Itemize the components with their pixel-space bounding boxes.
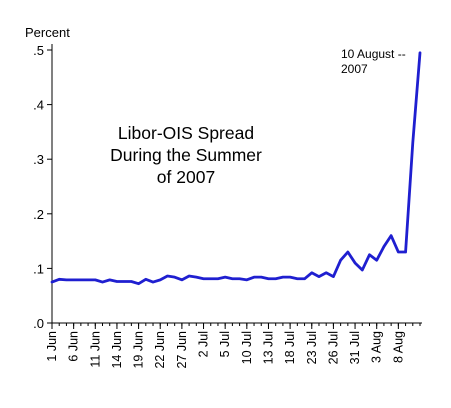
x-tick-label: 27 Jun xyxy=(175,331,189,369)
y-tick-label: .4 xyxy=(33,98,44,113)
x-tick-label: 22 Jun xyxy=(153,331,167,369)
x-tick-label: 13 Jul xyxy=(261,331,275,364)
x-tick-label: 11 Jun xyxy=(88,331,102,368)
y-axis: .0 .1 .2 .3 .4 .5 xyxy=(33,43,53,331)
x-tick-label: 5 Jul xyxy=(218,331,232,357)
x-tick-label: 14 Jun xyxy=(110,331,124,369)
x-tick-label: 6 Jun xyxy=(67,331,81,362)
y-tick-label: .0 xyxy=(33,316,44,331)
chart-title-line: During the Summer xyxy=(110,145,262,165)
x-axis: 1 Jun 6 Jun 11 Jun 14 Jun 19 Jun 22 Jun 27 Jun… xyxy=(45,322,422,369)
series-line xyxy=(50,51,422,286)
chart-title-line: of 2007 xyxy=(157,167,215,187)
x-tick-label: 3 Aug xyxy=(370,331,384,363)
x-tick-label: 1 Jun xyxy=(45,331,59,362)
x-tick-label: 10 Jul xyxy=(240,331,254,364)
chart-title: Libor-OIS Spread During the Summer of 2007 xyxy=(110,123,262,187)
y-tick-label: .3 xyxy=(33,152,44,167)
annotation-10-august: 10 August --2007 xyxy=(341,47,406,76)
chart-title-line: Libor-OIS Spread xyxy=(118,123,254,143)
x-tick-label: 19 Jun xyxy=(132,331,146,369)
x-tick-label: 26 Jul xyxy=(326,331,340,364)
x-tick-label: 18 Jul xyxy=(283,331,297,364)
annotation-line: 10 August -- xyxy=(341,47,406,61)
y-tick-label: .5 xyxy=(33,43,44,58)
x-tick-label: 31 Jul xyxy=(348,331,362,364)
x-tick-label: 2 Jul xyxy=(197,331,211,357)
series-layer xyxy=(50,51,422,286)
y-axis-label: Percent xyxy=(25,25,70,40)
y-tick-label: .1 xyxy=(33,261,44,276)
y-tick-label: .2 xyxy=(33,207,44,222)
annotation-line: 2007 xyxy=(341,62,368,76)
x-tick-label: 8 Aug xyxy=(391,331,405,363)
x-tick-label: 23 Jul xyxy=(305,331,319,364)
